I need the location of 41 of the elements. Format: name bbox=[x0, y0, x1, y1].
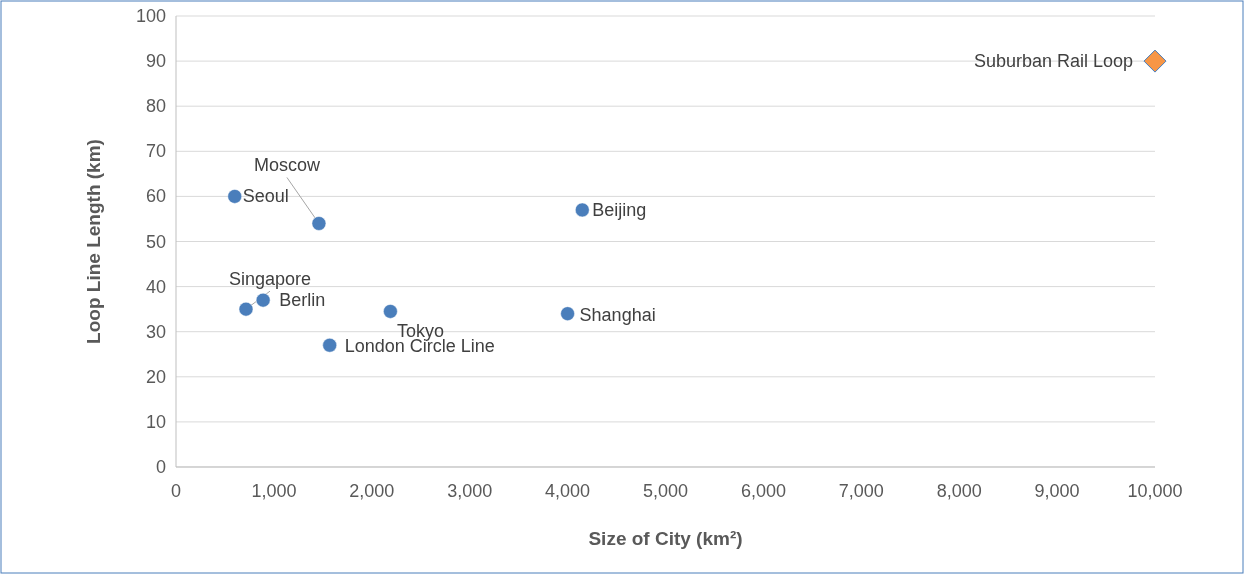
y-tick-label: 90 bbox=[145, 51, 166, 72]
annotation: Moscow bbox=[253, 155, 321, 176]
point bbox=[575, 202, 590, 218]
annotation: Seoul bbox=[242, 186, 289, 207]
y-tick-label: 60 bbox=[145, 186, 166, 207]
x-tick-label: 10,000 bbox=[1127, 481, 1183, 501]
annotation: Shanghai bbox=[579, 304, 656, 325]
x-tick-label: 1,000 bbox=[251, 481, 297, 501]
y-tick-label: 50 bbox=[145, 231, 166, 252]
y-tick-label: 40 bbox=[145, 276, 166, 297]
point bbox=[383, 304, 398, 319]
x-tick-label: 6,000 bbox=[740, 481, 786, 501]
x-tick-label: 3,000 bbox=[447, 481, 493, 501]
y-tick-label: 80 bbox=[145, 96, 166, 117]
y-tick-label: 30 bbox=[145, 321, 166, 342]
x-tick-label: 5,000 bbox=[642, 481, 689, 501]
y-tick-label: 0 bbox=[155, 457, 166, 477]
annotation: Berlin bbox=[279, 290, 326, 311]
x-tick-label: 7,000 bbox=[838, 481, 884, 501]
y-axis-title: Loop Line Length (km) bbox=[83, 139, 104, 344]
annotation: Suburban Rail Loop bbox=[973, 51, 1133, 72]
point bbox=[1143, 49, 1167, 73]
point bbox=[311, 216, 327, 231]
annotation: Beijing bbox=[592, 199, 647, 220]
x-tick-label: 4,000 bbox=[545, 481, 591, 501]
y-tick-label: 100 bbox=[135, 6, 166, 26]
point bbox=[238, 301, 254, 317]
y-tick-label: 20 bbox=[145, 366, 166, 387]
point bbox=[255, 292, 271, 308]
annotation: Tokyo bbox=[396, 321, 444, 342]
x-axis-title: Size of City (km²) bbox=[588, 528, 743, 549]
x-tick-label: 0 bbox=[170, 481, 182, 501]
x-tick-label: 9,000 bbox=[1034, 481, 1080, 501]
x-tick-label: 2,000 bbox=[349, 481, 395, 501]
y-tick-label: 70 bbox=[145, 141, 166, 162]
x-tick-label: 8,000 bbox=[936, 481, 982, 501]
point bbox=[227, 189, 242, 204]
point bbox=[322, 337, 337, 353]
annotation: Singapore bbox=[228, 269, 312, 290]
point bbox=[560, 306, 575, 321]
y-tick-label: 10 bbox=[145, 411, 166, 432]
